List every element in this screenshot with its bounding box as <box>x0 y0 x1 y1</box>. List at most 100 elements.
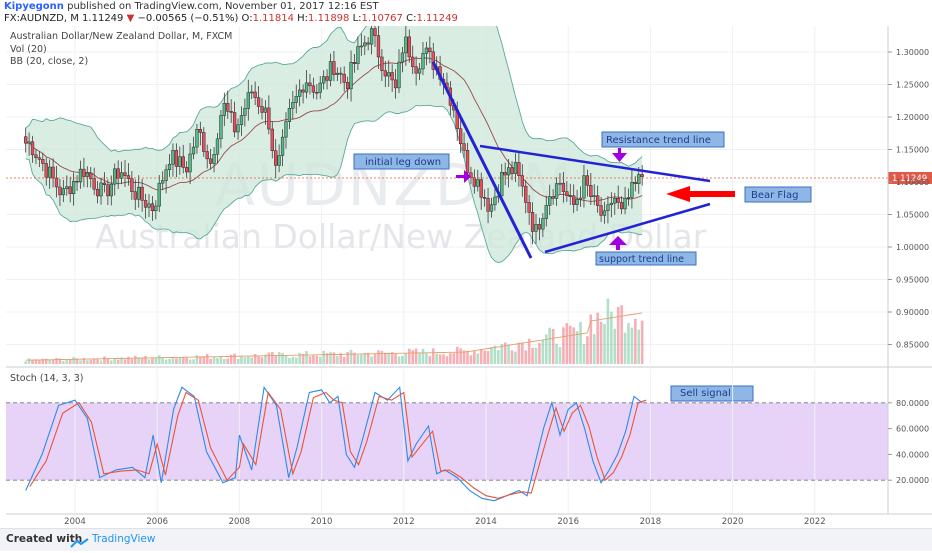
candle-body <box>599 205 603 216</box>
volume-bar <box>27 358 31 364</box>
symbol-label: FX:AUDNZD, M <box>4 13 79 24</box>
candle-body <box>85 172 89 177</box>
volume-bar <box>445 356 449 364</box>
y-tick-label: 1.15000 <box>896 146 929 155</box>
y-tick-label: 0.90000 <box>896 308 929 317</box>
volume-bar <box>209 358 212 364</box>
candle-body <box>335 72 340 75</box>
candle-body <box>215 138 220 155</box>
candle-body <box>119 172 124 179</box>
volume-bar <box>44 358 48 364</box>
candle-body <box>459 128 463 144</box>
volume-bar <box>168 359 171 364</box>
candle-body <box>113 168 117 185</box>
volume-bar <box>308 356 312 364</box>
candle-body <box>140 186 144 201</box>
volume-bar <box>301 353 305 364</box>
volume-bar <box>164 359 168 364</box>
candle-body <box>626 197 631 199</box>
support-trend-line <box>544 202 711 254</box>
volume-bar <box>55 357 58 364</box>
candle-body <box>393 79 398 89</box>
candle-body <box>325 76 329 81</box>
candle-body <box>291 102 295 109</box>
volume-bar <box>223 359 226 364</box>
volume-bar <box>140 358 144 364</box>
candle-body <box>27 141 31 144</box>
volume-bar <box>575 331 579 364</box>
x-tick-label: 2004 <box>64 517 86 527</box>
candle-body <box>44 163 48 178</box>
volume-bar <box>264 354 267 364</box>
bollinger-lower-line <box>25 104 643 264</box>
volume-bar <box>459 348 462 364</box>
candle-body <box>383 70 387 77</box>
candle-body <box>390 72 394 81</box>
candle-body <box>602 210 607 216</box>
candle-body <box>195 129 199 148</box>
initial-leg-box <box>353 153 450 170</box>
volume-bar <box>315 355 319 364</box>
volume-bar <box>384 352 387 364</box>
volume-bar <box>236 358 240 364</box>
candle-body <box>500 172 504 197</box>
volume-bar <box>596 312 599 364</box>
candle-body <box>147 203 151 208</box>
candle-body <box>400 52 405 63</box>
candle-body <box>613 198 617 204</box>
volume-bar <box>41 358 45 364</box>
volume-bar <box>411 350 415 364</box>
vol-legend: Vol (20) <box>10 44 47 55</box>
volume-bar <box>565 323 569 364</box>
volume-bar <box>390 351 394 364</box>
volume-bar <box>312 355 315 364</box>
volume-bar <box>294 357 298 364</box>
candle-body <box>34 154 38 158</box>
volume-bar <box>82 358 86 364</box>
volume-bar <box>75 358 79 364</box>
volume-bar <box>147 359 151 364</box>
candle-body <box>397 61 401 89</box>
volume-bar <box>205 354 209 364</box>
candle-body <box>219 115 223 140</box>
volume-bar <box>634 318 637 364</box>
candle-body <box>260 106 264 113</box>
volume-bar <box>336 355 339 364</box>
volume-bar <box>86 360 89 364</box>
candle-body <box>472 177 477 187</box>
volume-bar <box>233 353 236 364</box>
volume-bar <box>582 344 586 364</box>
publish-header: Kipyegonn published on TradingView.com, … <box>4 1 379 12</box>
volume-bar <box>544 334 548 364</box>
volume-bar <box>113 358 117 364</box>
price-chart-svg[interactable]: AUDNZD, M Australian Dollar/New Zealand … <box>0 0 932 528</box>
candle-body <box>407 36 411 58</box>
candle-body <box>592 195 596 197</box>
volume-bar <box>551 328 555 364</box>
candle-body <box>623 198 627 210</box>
author-link[interactable]: Kipyegonn <box>4 1 64 12</box>
candle-body <box>517 162 521 176</box>
tradingview-link[interactable]: TradingView <box>92 533 156 545</box>
candle-body <box>630 181 634 198</box>
candle-body <box>506 167 511 176</box>
candle-body <box>510 167 514 174</box>
volume-bar <box>175 358 178 364</box>
candle-body <box>89 172 93 180</box>
volume-bar <box>486 351 490 364</box>
candle-body <box>54 177 59 188</box>
candle-body <box>493 196 497 206</box>
stoch-k-line <box>25 385 643 502</box>
y-tick-label: 1.05000 <box>896 211 929 220</box>
volume-bar <box>493 345 497 364</box>
volume-bar <box>31 359 34 364</box>
candle-body <box>250 91 254 94</box>
candle-body <box>633 181 637 184</box>
candle-body <box>503 172 507 176</box>
candle-body <box>205 151 209 160</box>
candle-body <box>606 204 610 212</box>
volume-bar <box>192 359 195 364</box>
candle-body <box>239 115 244 125</box>
volume-bar <box>329 351 332 364</box>
candle-body <box>185 167 189 173</box>
